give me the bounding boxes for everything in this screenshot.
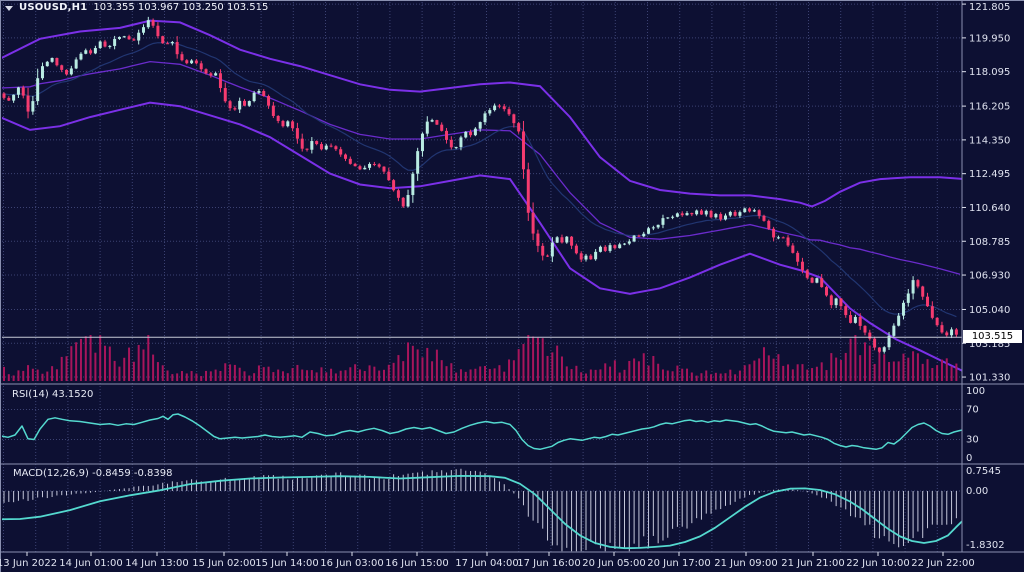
macd-level-label: 0.00 xyxy=(966,486,988,497)
time-tick-label: 22 Jun 22:00 xyxy=(911,558,975,569)
rsi-level-label: 0 xyxy=(966,453,972,464)
main-chart-plot-area[interactable] xyxy=(2,2,962,383)
time-tick-label: 14 Jun 13:00 xyxy=(125,558,189,569)
price-tick-label: 118.095 xyxy=(969,67,1010,78)
bollinger-lower-line xyxy=(2,101,962,372)
bollinger-upper-line xyxy=(2,19,962,208)
time-axis-labels: 13 Jun 202214 Jun 01:0014 Jun 13:0015 Ju… xyxy=(0,552,975,569)
time-axis[interactable] xyxy=(0,553,1024,572)
grid-layer xyxy=(2,2,962,552)
price-tick-label: 101.330 xyxy=(969,373,1010,384)
price-tick-label: 105.040 xyxy=(969,305,1010,316)
price-tick-label: 119.950 xyxy=(969,33,1010,44)
macd-level-label: -1.8302 xyxy=(966,540,1005,551)
rsi-level-label: 30 xyxy=(966,435,979,446)
price-tick-label: 121.805 xyxy=(969,2,1010,13)
current-price-tag: 103.515 xyxy=(963,330,1022,343)
macd-indicator-label: MACD(12,26,9) -0.8459 -0.8398 xyxy=(13,468,173,479)
price-tick-label: 112.495 xyxy=(969,169,1010,180)
time-tick-label: 15 Jun 14:00 xyxy=(255,558,319,569)
macd-histogram xyxy=(3,468,957,552)
price-tick-label: 116.205 xyxy=(969,102,1010,113)
volume-layer xyxy=(3,335,958,381)
price-tick-label: 103.185 xyxy=(969,339,1010,350)
macd-signal-line xyxy=(2,474,962,550)
time-tick-label: 13 Jun 2022 xyxy=(0,558,57,569)
macd-level-labels: 0.7545 0.00 -1.8302 xyxy=(966,466,1005,551)
time-tick-label: 21 Jun 21:00 xyxy=(781,558,845,569)
time-tick-label: 21 Jun 09:00 xyxy=(714,558,778,569)
symbol-dropdown-icon[interactable] xyxy=(5,5,13,11)
time-tick-label: 16 Jun 15:00 xyxy=(385,558,449,569)
price-tick-label: 106.930 xyxy=(969,271,1010,282)
price-axis-labels: 121.805 119.950 118.095 116.205 114.350 112.4… xyxy=(962,2,1010,384)
time-tick-label: 16 Jun 03:00 xyxy=(320,558,384,569)
ohlc-values-label: 103.355 103.967 103.250 103.515 xyxy=(93,2,269,13)
time-tick-label: 14 Jun 01:00 xyxy=(59,558,123,569)
rsi-level-labels: 100 70 30 0 xyxy=(966,386,985,464)
symbol-timeframe-label[interactable]: USOUSD,H1 xyxy=(19,2,88,13)
price-tick-label: 110.640 xyxy=(969,203,1010,214)
rsi-indicator-label: RSI(14) 43.1520 xyxy=(12,389,94,400)
time-tick-label: 17 Jun 16:00 xyxy=(517,558,581,569)
time-tick-label: 20 Jun 05:00 xyxy=(582,558,646,569)
price-tick-label: 108.785 xyxy=(969,237,1010,248)
price-axis[interactable] xyxy=(962,0,1024,552)
rsi-line xyxy=(2,413,962,451)
title-bar: USOUSD,H1 103.355 103.967 103.250 103.51… xyxy=(5,2,268,13)
candlestick-layer xyxy=(2,16,958,354)
rsi-panel-area[interactable] xyxy=(2,385,962,463)
rsi-level-label: 100 xyxy=(966,386,985,397)
time-tick-label: 20 Jun 17:00 xyxy=(647,558,711,569)
rsi-level-label: 70 xyxy=(966,405,979,416)
time-tick-label: 17 Jun 04:00 xyxy=(455,558,519,569)
price-tick-label: 114.350 xyxy=(969,135,1010,146)
macd-level-label: 0.7545 xyxy=(966,466,1001,477)
time-tick-label: 22 Jun 10:00 xyxy=(846,558,910,569)
time-tick-label: 15 Jun 02:00 xyxy=(192,558,256,569)
